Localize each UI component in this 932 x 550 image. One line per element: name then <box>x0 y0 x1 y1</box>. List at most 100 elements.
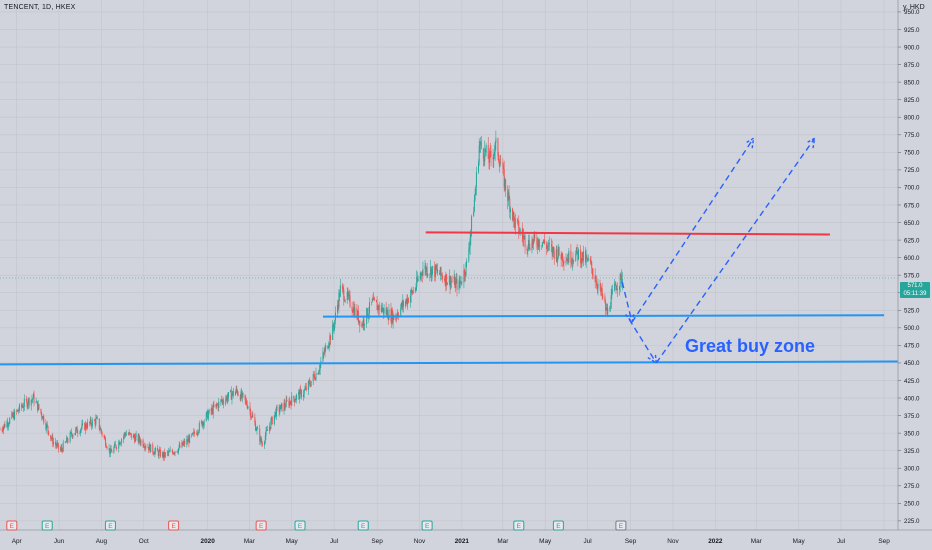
candle-body <box>17 409 19 412</box>
earnings-marker[interactable]: E <box>41 520 53 531</box>
earnings-marker[interactable]: E <box>6 520 18 531</box>
price-axis[interactable]: 225.0 250.0 275.0 300.0 325.0 350.0 375.0 400.0… <box>897 0 932 550</box>
earnings-marker[interactable]: E <box>255 520 267 531</box>
candle-body <box>473 211 475 217</box>
candle-body <box>575 247 577 254</box>
candle-body <box>541 245 543 247</box>
candle-body <box>378 304 380 311</box>
candle-body <box>430 267 432 278</box>
candle-body <box>451 281 453 283</box>
time-axis[interactable]: Apr Jun Aug Oct 2020 Mar May Jul Sep Nov 2021 Mar Ma… <box>0 529 932 545</box>
earnings-marker-label: E <box>298 523 303 530</box>
candle-body <box>441 275 443 280</box>
candle-body <box>319 364 321 370</box>
earnings-marker-label: E <box>171 523 176 530</box>
price-tick-label: 475.0 <box>904 343 920 350</box>
earnings-marker[interactable]: E <box>168 520 180 531</box>
candle-body <box>387 310 389 319</box>
price-tick-label: 825.0 <box>904 97 920 104</box>
support-line[interactable] <box>322 314 885 318</box>
candle-body <box>32 398 34 400</box>
candle-body <box>523 235 525 237</box>
candle-body <box>605 301 607 311</box>
drawings[interactable] <box>0 136 899 366</box>
candle-body <box>299 389 301 399</box>
candle-body <box>471 216 473 230</box>
earnings-marker[interactable]: E <box>357 520 369 531</box>
candle-body <box>450 281 452 282</box>
candle-body <box>580 249 582 264</box>
candle-body <box>406 298 408 305</box>
candle-body <box>275 406 277 417</box>
candle-body <box>309 384 311 387</box>
candle-body <box>562 261 564 262</box>
price-tick-label: 375.0 <box>904 413 920 420</box>
candle-body <box>105 445 107 448</box>
time-tick-label: Sep <box>371 538 383 545</box>
candle-body <box>494 142 496 153</box>
earnings-marker[interactable]: E <box>615 520 627 531</box>
candle-body <box>249 406 251 411</box>
candle-body <box>416 276 418 281</box>
candle-body <box>542 242 544 243</box>
candle-body <box>125 433 127 436</box>
projection-arrow[interactable] <box>628 136 816 365</box>
candle-body <box>108 448 110 449</box>
candle-body <box>293 396 295 400</box>
candle-body <box>182 443 184 446</box>
candle-body <box>536 238 538 245</box>
candle-body <box>591 261 593 269</box>
candle-body <box>577 251 579 260</box>
candle-body <box>227 392 229 398</box>
candle-body <box>459 281 461 284</box>
support-line[interactable] <box>0 360 899 366</box>
candle-body <box>18 410 20 412</box>
candle-body <box>119 443 121 445</box>
earnings-marker-label: E <box>556 523 561 530</box>
candle-body <box>240 391 242 401</box>
candle-body <box>8 423 10 425</box>
candle-body <box>560 254 562 260</box>
price-tick-label: 300.0 <box>904 466 920 473</box>
candle-body <box>503 166 505 169</box>
resistance-line[interactable] <box>425 231 830 236</box>
candle-body <box>25 399 27 400</box>
candle-body <box>596 281 598 286</box>
candle-body <box>461 282 463 284</box>
candle-body <box>157 451 159 456</box>
time-tick-label: May <box>286 538 299 545</box>
earnings-marker[interactable]: E <box>421 520 433 531</box>
earnings-marker[interactable]: E <box>294 520 306 531</box>
earnings-marker[interactable]: E <box>513 520 525 531</box>
candle-body <box>590 261 592 262</box>
candle-body <box>72 434 74 437</box>
candle-body <box>144 446 146 449</box>
candle-body <box>125 434 127 436</box>
candle-body <box>173 453 175 454</box>
earnings-marker[interactable]: E <box>552 520 564 531</box>
candle-body <box>152 444 154 453</box>
candle-body <box>65 441 67 443</box>
candle-body <box>312 374 314 382</box>
candle-body <box>188 438 190 444</box>
candle-body <box>91 420 93 427</box>
price-tick-label: 800.0 <box>904 115 920 122</box>
time-tick-label: Sep <box>625 538 637 545</box>
price-tick-label: 775.0 <box>904 132 920 139</box>
candle-body <box>409 295 411 303</box>
candle-body <box>247 406 249 409</box>
candle-body <box>619 273 621 286</box>
candle-body <box>381 309 383 312</box>
candle-body <box>592 274 594 276</box>
candle-body <box>230 390 232 400</box>
candle-body <box>366 308 368 318</box>
price-tick-label: 525.0 <box>904 308 920 315</box>
earnings-marker-box <box>615 520 627 531</box>
candle-body <box>493 154 495 160</box>
earnings-marker[interactable]: E <box>104 520 116 531</box>
candle-body <box>342 287 344 290</box>
candle-body <box>135 434 137 437</box>
projection-arrow[interactable] <box>621 136 755 324</box>
